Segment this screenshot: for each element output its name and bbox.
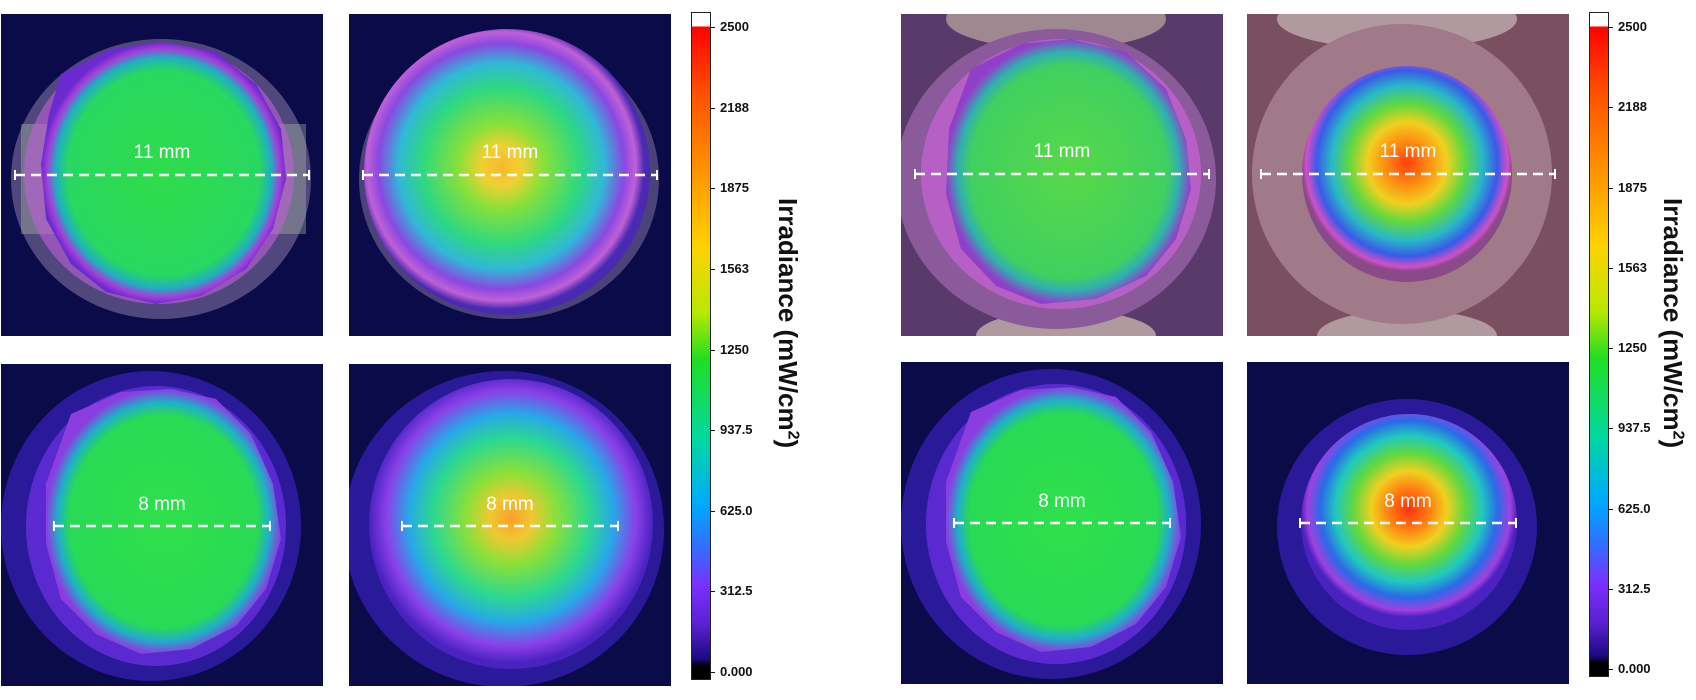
heatmap-b-graphic	[359, 29, 659, 319]
colorbar-tick-mark	[1608, 669, 1613, 670]
dimension-line-b	[362, 170, 658, 180]
heatmap-panel-b: 11 mm	[349, 14, 671, 336]
colorbar-tick-mark	[710, 591, 715, 593]
measurement-label: 11 mm	[1033, 141, 1091, 162]
colorbar-tick-mark	[710, 510, 715, 512]
colorbar-right-title: Irradiance (mW/cm2)	[1658, 198, 1688, 449]
measurement-label: 11 mm	[133, 142, 191, 163]
colorbar-tick-label: 1563	[720, 260, 749, 276]
colorbar-tick-label: 312.5	[720, 583, 753, 599]
colorbar-tick-mark	[710, 430, 715, 432]
colorbar-left-gradient	[691, 12, 711, 680]
colorbar-tick-mark	[1608, 508, 1613, 510]
dimension-line-g	[953, 518, 1171, 528]
colorbar-tick-mark	[1608, 588, 1613, 590]
colorbar-tick-label: 1250	[720, 341, 749, 357]
colorbar-tick-mark	[710, 107, 715, 109]
heatmap-panel-f: 11 mm	[1247, 14, 1569, 336]
colorbar-tick-label: 1875	[1618, 179, 1647, 195]
colorbar-tick-label: 1875	[720, 180, 749, 196]
measurement-label: 8 mm	[1384, 491, 1432, 512]
colorbar-tick-mark	[710, 27, 715, 28]
colorbar-tick-label: 0.000	[1618, 661, 1651, 676]
colorbar-tick-mark	[710, 188, 715, 190]
colorbar-tick-label: 2500	[720, 19, 749, 34]
dimension-line-a	[14, 170, 310, 180]
heatmap-panel-h: 8 mm	[1247, 362, 1569, 684]
colorbar-tick-mark	[1608, 348, 1613, 349]
colorbar-tick-label: 2188	[1618, 99, 1647, 115]
measurement-label: 11 mm	[481, 142, 539, 163]
dimension-line-h	[1299, 518, 1517, 528]
dimension-line-c	[53, 521, 271, 531]
colorbar-tick-label: 937.5	[1618, 420, 1651, 436]
colorbar-tick-mark	[1608, 107, 1613, 109]
colorbar-tick-label: 1250	[1618, 340, 1647, 355]
measurement-label: 11 mm	[1379, 141, 1437, 162]
dimension-line-e	[914, 169, 1210, 179]
colorbar-tick-label: 937.5	[720, 422, 753, 438]
colorbar-tick-mark	[1608, 27, 1613, 28]
dimension-line-f	[1260, 169, 1556, 179]
heatmap-panel-g: 8 mm	[901, 362, 1223, 684]
colorbar-tick-label: 2188	[720, 99, 749, 115]
heatmap-d-graphic	[349, 371, 664, 686]
colorbar-tick-label: 0.000	[720, 664, 753, 679]
measurement-label: 8 mm	[1038, 491, 1086, 512]
colorbar-left-title: Irradiance (mW/cm2)	[773, 198, 803, 449]
heatmap-h-graphic	[1277, 399, 1537, 655]
colorbar-tick-label: 1563	[1618, 259, 1647, 275]
colorbar-tick-label: 312.5	[1618, 580, 1651, 596]
heatmap-panel-c: 8 mm	[1, 364, 323, 686]
colorbar-right-gradient	[1589, 12, 1609, 677]
heatmap-a-graphic	[11, 39, 311, 319]
heatmap-panel-a: 11 mm	[1, 14, 323, 336]
colorbar-tick-label: 2500	[1618, 19, 1647, 34]
measurement-label: 8 mm	[138, 494, 186, 515]
colorbar-tick-label: 625.0	[720, 502, 753, 518]
colorbar-tick-mark	[1608, 187, 1613, 189]
colorbar-tick-label: 625.0	[1618, 500, 1651, 516]
heatmap-panel-e: 11 mm	[901, 14, 1223, 336]
colorbar-tick-mark	[1608, 428, 1613, 430]
dimension-line-d	[401, 521, 619, 531]
colorbar-tick-mark	[710, 672, 715, 673]
colorbar-tick-mark	[710, 349, 715, 351]
heatmap-panel-d: 8 mm	[349, 364, 671, 686]
colorbar-tick-mark	[710, 268, 715, 270]
measurement-label: 8 mm	[486, 494, 534, 515]
colorbar-tick-mark	[1608, 267, 1613, 269]
